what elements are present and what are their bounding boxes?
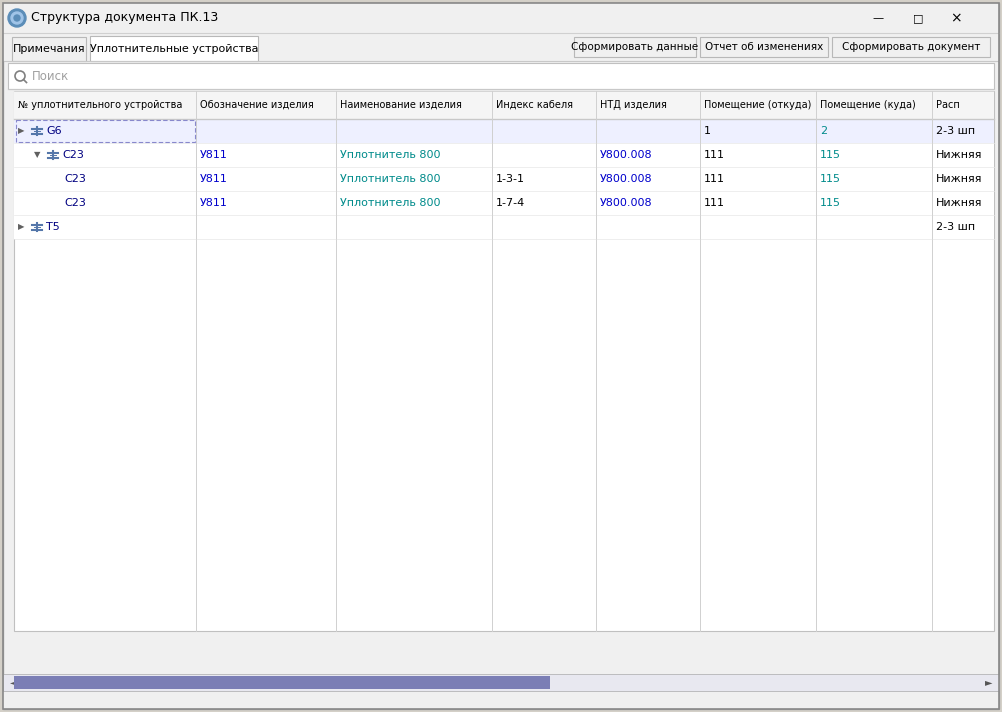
Text: ▶: ▶ [18, 127, 24, 135]
Text: ×: × [950, 11, 962, 25]
Text: Отчет об изменениях: Отчет об изменениях [704, 42, 823, 52]
Text: 115: 115 [820, 198, 841, 208]
Bar [3, 33, 999, 61]
Text: Нижняя: Нижняя [936, 198, 983, 208]
Text: Индекс кабеля: Индекс кабеля [496, 100, 573, 110]
Text: У811: У811 [200, 198, 227, 208]
Text: C23: C23 [64, 198, 86, 208]
Bar [14, 167, 994, 191]
Text: Примечания: Примечания [13, 44, 85, 54]
Text: Помещение (откуда): Помещение (откуда) [704, 100, 812, 110]
Circle shape [8, 9, 26, 27]
Bar [14, 119, 994, 143]
Text: Уплотнитель 800: Уплотнитель 800 [340, 198, 441, 208]
Text: У800.008: У800.008 [600, 174, 652, 184]
Text: ▼: ▼ [34, 150, 40, 159]
Text: C23: C23 [62, 150, 84, 160]
Text: ◄: ◄ [10, 678, 17, 688]
Bar [832, 37, 990, 57]
Text: 1-7-4: 1-7-4 [496, 198, 525, 208]
Bar [8, 63, 994, 89]
Text: G6: G6 [46, 126, 62, 136]
Text: Сформировать документ: Сформировать документ [842, 42, 980, 52]
Text: НТД изделия: НТД изделия [600, 100, 667, 110]
Text: Нижняя: Нижняя [936, 174, 983, 184]
Bar [14, 91, 994, 631]
Text: ►: ► [985, 678, 992, 688]
Text: 111: 111 [704, 174, 725, 184]
Circle shape [14, 15, 20, 21]
Circle shape [11, 12, 23, 24]
Bar [14, 676, 550, 689]
Text: □: □ [913, 13, 923, 23]
Text: Помещение (куда): Помещение (куда) [820, 100, 916, 110]
Bar [90, 36, 258, 61]
Text: Поиск: Поиск [32, 70, 69, 83]
Text: № уплотнительного устройства: № уплотнительного устройства [18, 100, 182, 110]
Text: Уплотнитель 800: Уплотнитель 800 [340, 174, 441, 184]
Text: Нижняя: Нижняя [936, 150, 983, 160]
Bar [14, 143, 994, 167]
Text: У800.008: У800.008 [600, 198, 652, 208]
Bar [3, 691, 999, 709]
Bar [16, 120, 195, 142]
Text: 1-3-1: 1-3-1 [496, 174, 525, 184]
Text: Обозначение изделия: Обозначение изделия [200, 100, 314, 110]
Text: У811: У811 [200, 174, 227, 184]
Text: 1: 1 [704, 126, 711, 136]
Text: 115: 115 [820, 150, 841, 160]
Text: 2-3 шп: 2-3 шп [936, 222, 975, 232]
Text: 111: 111 [704, 198, 725, 208]
Bar [3, 674, 999, 691]
Text: ▶: ▶ [18, 222, 24, 231]
Bar [574, 37, 696, 57]
Text: Уплотнитель 800: Уплотнитель 800 [340, 150, 441, 160]
Bar [3, 3, 999, 33]
Text: 115: 115 [820, 174, 841, 184]
Bar [14, 215, 994, 239]
Bar [14, 91, 994, 119]
Text: Наименование изделия: Наименование изделия [340, 100, 462, 110]
Bar [12, 37, 86, 61]
Text: Расп: Расп [936, 100, 960, 110]
Bar [700, 37, 828, 57]
Text: C23: C23 [64, 174, 86, 184]
Text: T5: T5 [46, 222, 60, 232]
Text: 2: 2 [820, 126, 827, 136]
Text: Структура документа ПК.13: Структура документа ПК.13 [31, 11, 218, 24]
Text: Уплотнительные устройства: Уплотнительные устройства [90, 43, 259, 53]
Text: —: — [873, 13, 884, 23]
Bar [14, 191, 994, 215]
Text: У811: У811 [200, 150, 227, 160]
Text: 2-3 шп: 2-3 шп [936, 126, 975, 136]
Text: У800.008: У800.008 [600, 150, 652, 160]
Text: 111: 111 [704, 150, 725, 160]
Text: Сформировать данные: Сформировать данные [571, 42, 698, 52]
